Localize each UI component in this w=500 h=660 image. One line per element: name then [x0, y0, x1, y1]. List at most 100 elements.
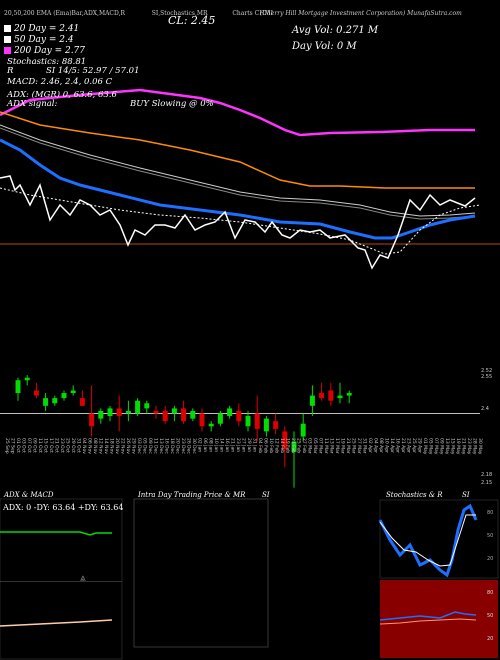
date-tick-label: 29 Nov: [131, 438, 137, 454]
candle-body: [217, 413, 223, 424]
date-tick-label: 09 Oct: [32, 438, 38, 453]
date-tick-label: 19 Feb: [285, 438, 291, 453]
date-tick-label: 08 Jan: [208, 438, 214, 452]
date-tick-label: 29 Jan: [246, 438, 252, 452]
date-tick-label: 17 Oct: [48, 438, 54, 453]
candle-body: [291, 441, 297, 452]
date-tick-label: 02 Jan: [197, 438, 203, 452]
candle-body: [236, 410, 242, 422]
chart-header-right: (Cherry Hill Mortgage Investment Corpora…: [260, 10, 462, 17]
adx-marker: ⩓: [80, 573, 86, 584]
rsi-orange-line: [379, 618, 477, 625]
stoch-d-line: [379, 514, 476, 567]
date-tick-label: 26 Dec: [186, 438, 192, 454]
candle-body: [181, 408, 187, 422]
date-tick-label: 23 Oct: [59, 438, 65, 453]
avg-volume: Avg Vol: 0.271 M: [292, 25, 379, 36]
legend-ema200: 200 Day = 2.77: [4, 46, 85, 56]
date-tick-label: 06 Feb: [263, 438, 269, 453]
legend-ema50: 50 Day = 2.4: [4, 35, 74, 45]
date-tick-label: 01 Oct: [15, 438, 21, 453]
candle-body: [171, 408, 177, 414]
adx-readout: ADX: (MGR) 0, 63.6, 63.6: [7, 90, 117, 100]
date-tick-label: 01 May: [422, 438, 428, 455]
date-tick-label: 09 May: [439, 438, 445, 455]
date-tick-label: 11 Mar: [323, 438, 329, 454]
ema50-line-shadow: [0, 127, 476, 220]
date-tick-label: 23 Dec: [180, 438, 186, 454]
date-tick-label: 05 Mar: [312, 438, 318, 454]
date-tick-label: 25 Feb: [296, 438, 302, 453]
date-tick-label: 25 Sep: [4, 438, 10, 454]
legend-swatch-ema200: [4, 47, 11, 54]
candle-body: [227, 408, 233, 417]
date-tick-label: 30 May: [477, 438, 483, 455]
candle-body: [319, 393, 325, 399]
intraday-si: SI: [262, 491, 270, 499]
legend-swatch-ema20: [4, 25, 11, 32]
date-tick-label: 04 Feb: [257, 438, 263, 453]
legend-ema20: 20 Day = 2.41: [4, 24, 79, 34]
date-tick-label: 15 May: [450, 438, 456, 455]
stochastics-panel: [379, 499, 499, 579]
date-tick-label: 12 Feb: [274, 438, 280, 453]
date-tick-label: 12 Nov: [98, 438, 104, 454]
ema-orange-line: [0, 111, 475, 189]
date-tick-label: 20 Dec: [175, 438, 181, 454]
candle-body: [282, 431, 288, 450]
date-tick-label: 14 Apr: [389, 438, 395, 453]
date-tick-label: 11 Dec: [153, 438, 159, 454]
date-tick-label: 20 Nov: [114, 438, 120, 454]
date-tick-label: 31 Oct: [76, 438, 82, 453]
candle-body: [263, 418, 269, 432]
date-tick-label: 23 Apr: [406, 438, 412, 453]
date-tick-label: 30 Dec: [191, 438, 197, 454]
stoch-k-line: [378, 503, 478, 578]
day-volume: Day Vol: 0 M: [292, 41, 357, 52]
adx-line: [0, 531, 112, 536]
candle-body: [98, 410, 104, 419]
rsi-panel: [380, 580, 498, 658]
price-tick-label: 2.55: [481, 374, 492, 380]
candle-body: [24, 377, 30, 381]
candle-body: [33, 390, 39, 396]
candle-body: [116, 408, 122, 417]
date-tick-label: 14 Nov: [103, 438, 109, 454]
date-tick-label: 27 Sep: [10, 438, 16, 454]
rsi-blue-line: [379, 611, 477, 621]
intraday-title: Intra Day Trading Price & MR: [138, 491, 246, 499]
candle-panel: 2.522.55 2.4 2.18 2.15: [0, 368, 492, 488]
candle-body: [153, 410, 159, 414]
price-line: [0, 175, 476, 270]
date-tick-label: 10 Apr: [384, 438, 390, 453]
date-tick-label: 09 Dec: [147, 438, 153, 454]
price-tick-label: 2.4: [481, 406, 489, 412]
date-tick-label: 11 Oct: [37, 438, 43, 453]
ema200-line: [0, 88, 475, 137]
intraday-panel: [133, 498, 269, 648]
candle-body: [15, 380, 21, 394]
candle-body: [190, 410, 196, 419]
date-tick-label: 03 Oct: [21, 438, 27, 453]
date-tick-label: 27 Feb: [301, 438, 307, 453]
date-tick-label: 07 May: [433, 438, 439, 455]
date-axis: 25 Sep 27 Sep 01 Oct 03 Oct 07 Oct 09 Oct 11 O…: [4, 438, 483, 455]
macd-line: [0, 619, 113, 627]
chart-header-left: 20,50,200 EMA (Ema)Bar,ADX,MACD,R SI,Sto…: [4, 10, 273, 17]
date-tick-label: 04 Nov: [81, 438, 87, 454]
adx-signal-label: ADX signal:: [7, 99, 58, 109]
candle-body: [135, 400, 141, 414]
stoch-tick-label: 50: [487, 533, 493, 539]
price-tick-label: 2.52: [481, 368, 492, 374]
date-tick-label: 07 Mar: [318, 438, 324, 454]
date-tick-label: 10 Feb: [268, 438, 274, 453]
date-tick-label: 10 Jan: [213, 438, 219, 452]
ema50-line: [0, 124, 476, 217]
stoch-si: SI: [462, 491, 470, 499]
macd-readout: MACD: 2.46, 2.4, 0.06 C: [7, 77, 113, 87]
date-tick-label: 04 Apr: [373, 438, 379, 453]
date-tick-label: 21 Oct: [54, 438, 60, 453]
date-tick-label: 05 Dec: [142, 438, 148, 454]
date-tick-label: 27 Mar: [356, 438, 362, 454]
